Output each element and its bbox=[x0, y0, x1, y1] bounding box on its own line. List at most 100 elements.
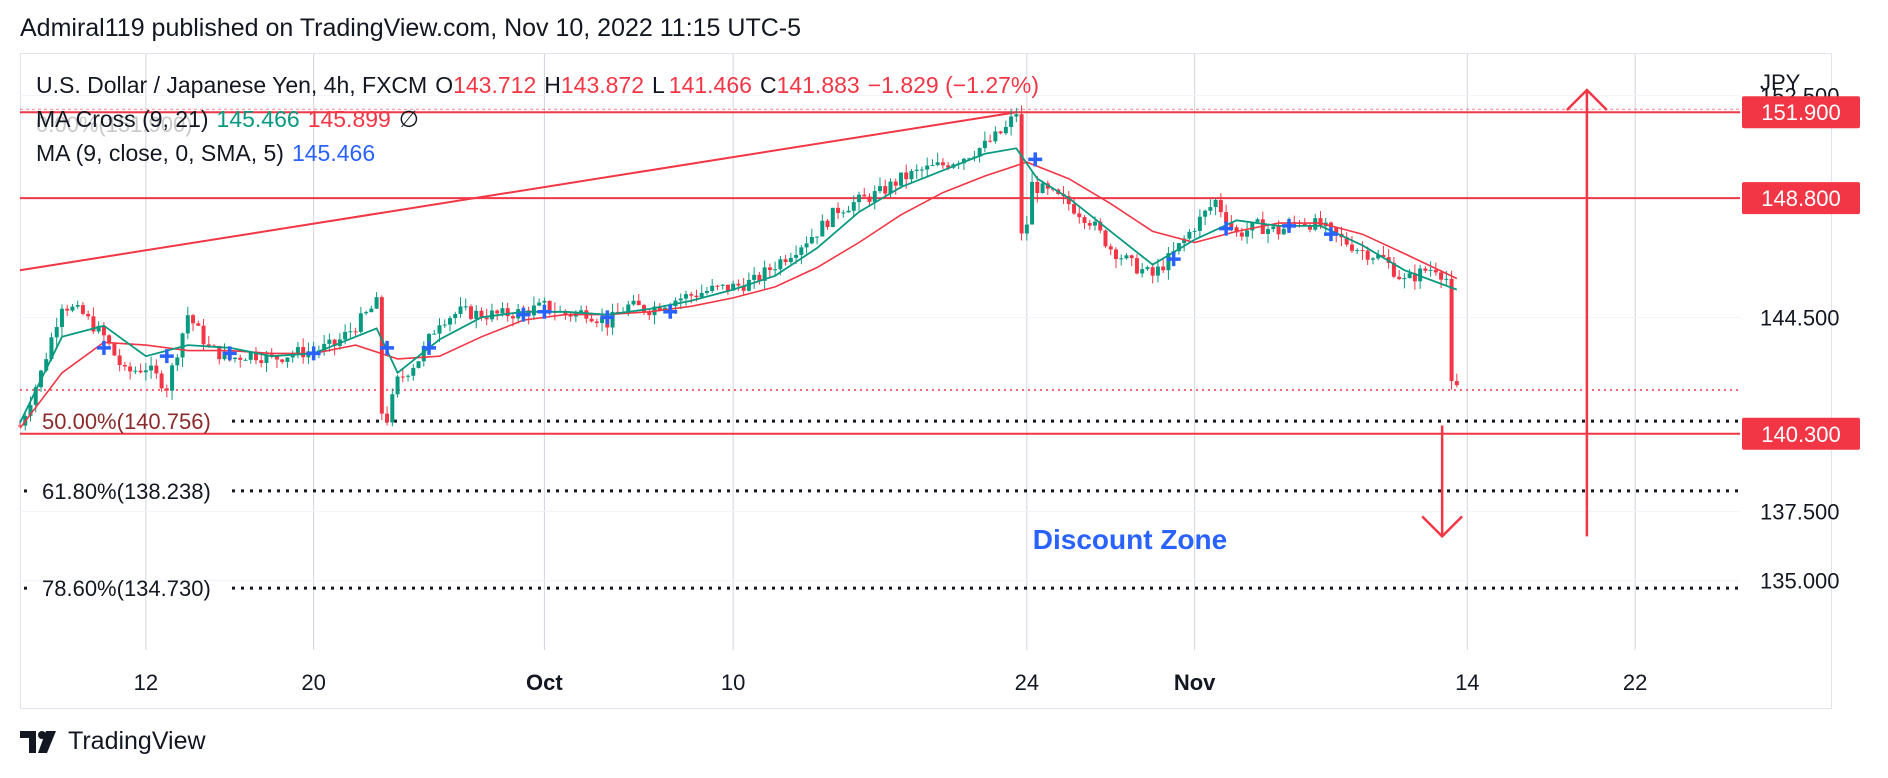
candle-body-241 bbox=[1281, 228, 1286, 235]
x-tick-label-5: Nov bbox=[1174, 670, 1216, 695]
x-tick-label-2: Oct bbox=[526, 670, 563, 695]
candle-body-206 bbox=[1098, 221, 1103, 231]
candle-body-13 bbox=[86, 313, 91, 317]
candle-body-217 bbox=[1155, 266, 1160, 276]
chart-panel[interactable] bbox=[20, 53, 1832, 709]
candle-body-202 bbox=[1077, 213, 1082, 218]
horizontal-levels bbox=[20, 108, 1740, 435]
candle-body-142 bbox=[762, 267, 767, 281]
cross-markers bbox=[96, 152, 1338, 364]
candle-body-173 bbox=[925, 165, 930, 170]
candle-body-104 bbox=[563, 310, 568, 316]
candle-body-17 bbox=[107, 335, 112, 344]
candle-body-109 bbox=[589, 318, 594, 322]
candle-body-83 bbox=[453, 313, 458, 319]
candle-body-195 bbox=[1040, 183, 1045, 194]
close-value: 141.883 bbox=[776, 72, 860, 98]
price-tags: 151.900 148.800 140.300 bbox=[1742, 96, 1860, 450]
candle-body-18 bbox=[112, 343, 117, 356]
candle-body-191 bbox=[1019, 114, 1024, 234]
candle-body-151 bbox=[809, 237, 814, 244]
candle-body-99 bbox=[537, 302, 542, 306]
trendline bbox=[19, 111, 1017, 272]
candle-body-149 bbox=[799, 247, 804, 255]
candle-body-174 bbox=[930, 165, 935, 167]
ma-slow-line bbox=[19, 161, 1458, 429]
legend-ma[interactable]: MA (9, close, 0, SMA, 5) 145.466 bbox=[36, 140, 383, 167]
candle-body-256 bbox=[1360, 250, 1365, 252]
candle-body-21 bbox=[128, 366, 133, 372]
arrows bbox=[1421, 88, 1608, 539]
candle-body-59 bbox=[327, 339, 332, 344]
candle-body-20 bbox=[122, 364, 127, 367]
candle-body-213 bbox=[1134, 258, 1139, 274]
price-tag-label-0: 151.900 bbox=[1761, 100, 1841, 125]
candle-body-71 bbox=[390, 394, 395, 423]
candle-body-227 bbox=[1208, 207, 1213, 211]
candle-body-274 bbox=[1454, 381, 1459, 386]
candle-body-134 bbox=[720, 284, 725, 286]
tradingview-logo-icon bbox=[20, 730, 56, 753]
candle-body-63 bbox=[348, 331, 353, 333]
candle-body-146 bbox=[783, 259, 788, 263]
candle-body-98 bbox=[531, 305, 536, 316]
candle-body-100 bbox=[542, 300, 547, 303]
candle-body-172 bbox=[919, 169, 924, 171]
candle-body-85 bbox=[463, 306, 468, 308]
high-label: H bbox=[544, 72, 561, 98]
candle-body-78 bbox=[427, 333, 432, 346]
candle-body-35 bbox=[201, 325, 206, 345]
candle-body-236 bbox=[1255, 219, 1260, 222]
candle-body-155 bbox=[830, 207, 835, 228]
candle-body-58 bbox=[322, 343, 327, 351]
candle-body-11 bbox=[75, 305, 80, 307]
cross-marker-13 bbox=[1282, 218, 1297, 233]
candle-body-248 bbox=[1318, 218, 1323, 227]
candle-body-52 bbox=[290, 354, 295, 358]
candle-body-31 bbox=[180, 333, 185, 358]
candle-body-90 bbox=[489, 310, 494, 320]
open-label: O bbox=[435, 72, 454, 98]
candle-body-271 bbox=[1439, 272, 1444, 280]
candle-body-251 bbox=[1334, 227, 1339, 234]
candle-body-80 bbox=[437, 325, 442, 334]
candle-body-54 bbox=[301, 347, 306, 358]
fibonacci-levels: 50.00%(140.756) 61.80%(138.238) 78.60%(134… bbox=[24, 409, 1740, 601]
candle-body-70 bbox=[385, 413, 390, 423]
candle-body-245 bbox=[1302, 224, 1307, 226]
trendline-group bbox=[19, 111, 1017, 272]
candle-body-238 bbox=[1266, 229, 1271, 234]
candle-body-81 bbox=[442, 324, 447, 326]
candle-body-166 bbox=[888, 181, 893, 194]
candle-body-105 bbox=[568, 315, 573, 317]
candle-body-22 bbox=[133, 370, 138, 372]
legend-ma-cross[interactable]: MA Cross (9, 21) 145.466 145.899 ∅ bbox=[36, 106, 427, 133]
candle-body-219 bbox=[1166, 253, 1171, 271]
candle-body-3 bbox=[33, 387, 38, 405]
candle-body-66 bbox=[364, 312, 369, 314]
candle-body-128 bbox=[689, 294, 694, 296]
candle-body-253 bbox=[1344, 237, 1349, 245]
y-tick-label-1: 137.500 bbox=[1760, 499, 1840, 524]
candle-body-267 bbox=[1418, 268, 1423, 282]
candle-body-6 bbox=[49, 337, 54, 360]
candle-body-38 bbox=[217, 346, 222, 360]
candle-body-222 bbox=[1182, 238, 1187, 244]
candle-body-92 bbox=[500, 308, 505, 314]
candle-body-41 bbox=[233, 357, 237, 360]
candle-body-53 bbox=[295, 347, 300, 355]
candle-body-183 bbox=[977, 148, 982, 157]
candle-body-75 bbox=[411, 367, 416, 376]
ma-label: MA (9, close, 0, SMA, 5) bbox=[36, 140, 284, 166]
candle-body-130 bbox=[699, 292, 704, 298]
price-tag-bg-1 bbox=[1742, 182, 1860, 215]
ma-fast-line bbox=[19, 147, 1458, 424]
candle-body-117 bbox=[631, 300, 636, 305]
candle-body-257 bbox=[1365, 250, 1370, 260]
candle-body-91 bbox=[495, 310, 500, 314]
candle-body-7 bbox=[54, 327, 59, 338]
tradingview-footer[interactable]: TradingView bbox=[20, 727, 206, 756]
candle-body-67 bbox=[369, 308, 374, 313]
symbol-name[interactable]: U.S. Dollar / Japanese Yen, 4h, FXCM bbox=[36, 72, 428, 98]
